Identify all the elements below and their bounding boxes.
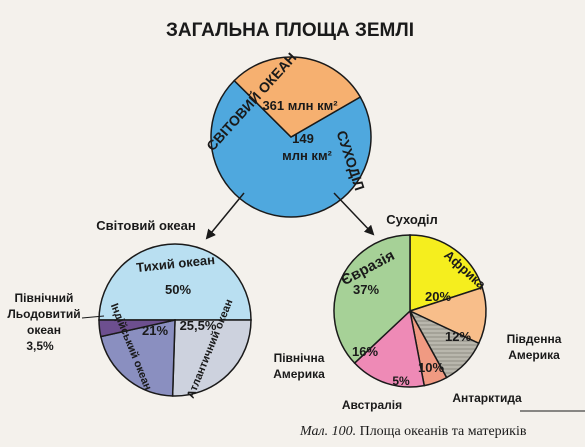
land-pie-title: Суходіл	[386, 212, 438, 227]
south-america-value: 12%	[445, 329, 471, 344]
slice-indian	[99, 319, 176, 397]
atlantic-value: 25,5%	[180, 318, 217, 333]
antarctica-value: 10%	[418, 360, 444, 375]
caption-prefix: Мал. 100.	[300, 424, 357, 439]
south-america-label-line2: Америка	[508, 348, 560, 362]
figure-caption: Мал. 100. Площа океанів та материків	[300, 424, 580, 440]
pie-ocean: Тихий океан 50% 25,5% Атлантичний океан …	[7, 243, 252, 400]
africa-value: 20%	[425, 289, 451, 304]
chart-title: ЗАГАЛЬНА ПЛОЩА ЗЕМЛІ	[166, 20, 414, 41]
ocean-pie-title: Світовий океан	[96, 218, 195, 233]
north-america-value: 16%	[352, 344, 378, 359]
south-america-label-line1: Південна	[507, 332, 562, 346]
slice-arctic	[98, 319, 176, 338]
antarctica-label: Антарктида	[452, 391, 522, 405]
slice-atlantic	[171, 319, 252, 397]
pie-land: Євразія 37% Африка 20% 12% 10% 5% 16% Пі…	[273, 234, 562, 412]
land-value-number: 149	[292, 131, 314, 146]
slice-pacific	[98, 243, 252, 321]
world-ocean-value: 361 млн км²	[262, 98, 338, 113]
north-america-label-line1: Північна	[274, 351, 325, 365]
indian-value: 21%	[142, 323, 168, 338]
arctic-label-line3: океан	[27, 323, 61, 337]
slice-eurasia	[333, 234, 411, 365]
australia-value: 5%	[392, 374, 410, 388]
pie-total: СВІТОВИЙ ОКЕАН 361 млн км² 149 млн км² С…	[202, 49, 372, 218]
caption-text: Площа океанів та материків	[359, 424, 527, 439]
arctic-leader-line	[81, 315, 105, 319]
arctic-value: 3,5%	[26, 339, 54, 353]
pacific-value: 50%	[165, 282, 191, 297]
slice-land	[233, 56, 362, 138]
arrow-to-ocean	[205, 192, 245, 240]
north-america-label-line2: Америка	[273, 367, 325, 381]
australia-label: Австралія	[342, 398, 402, 412]
slice-africa	[409, 234, 484, 313]
eurasia-value: 37%	[353, 282, 379, 297]
arrow-to-land	[333, 192, 375, 236]
arctic-label-line2: Льодовитий	[7, 307, 80, 321]
slice-north-america	[353, 309, 426, 388]
arctic-label-line1: Північний	[15, 291, 74, 305]
land-value-unit: млн км²	[282, 148, 332, 163]
